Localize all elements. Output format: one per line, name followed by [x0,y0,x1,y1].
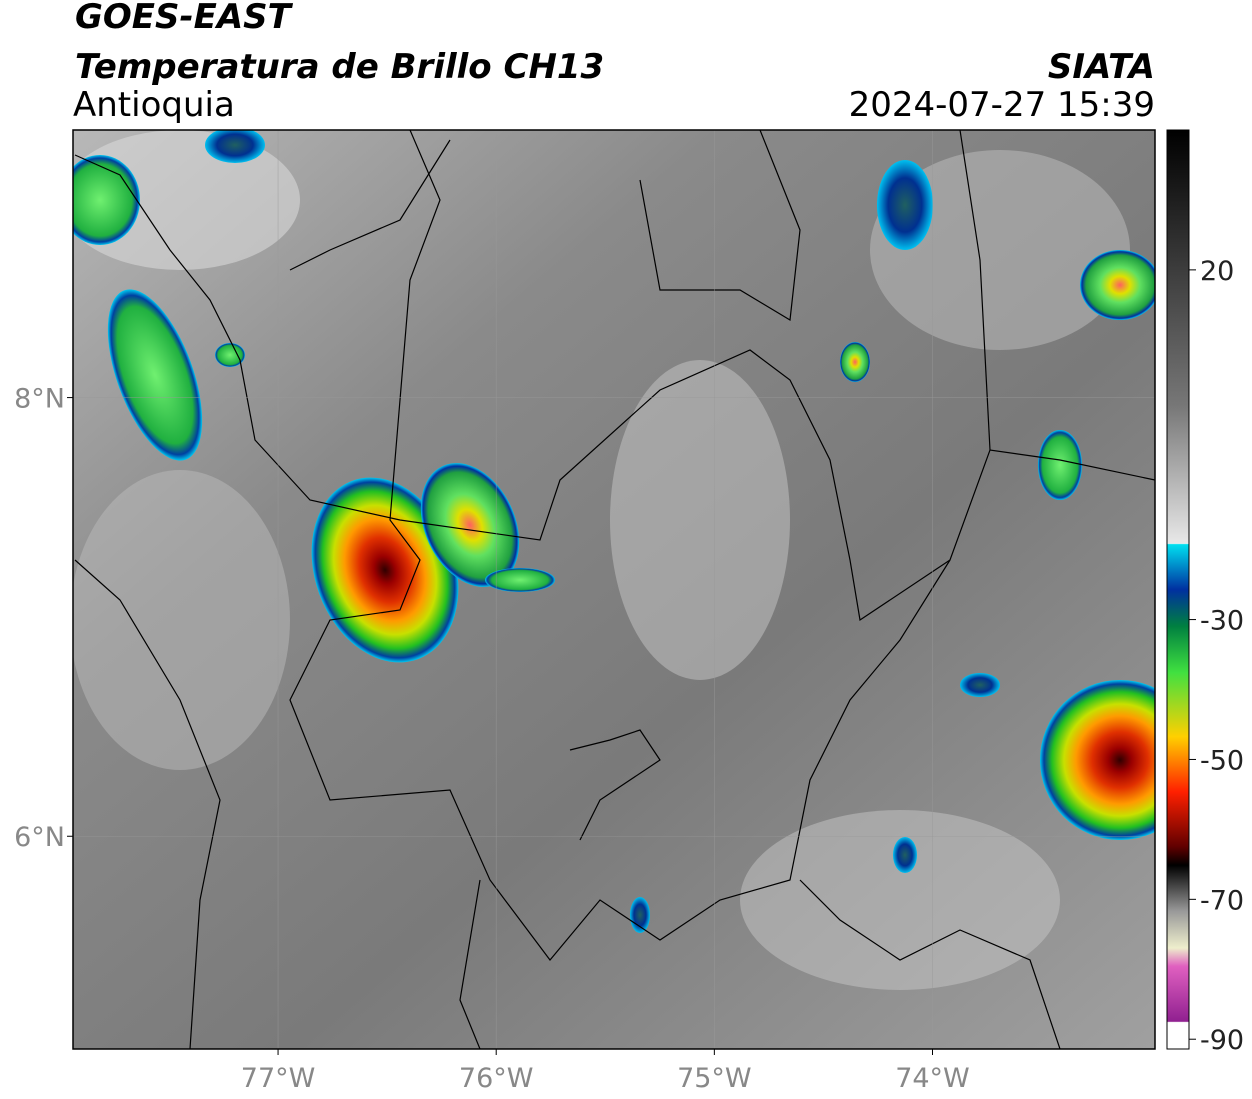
borders [74,130,1155,1049]
colorbar-tick-label: -50 [1200,745,1244,776]
region: Antioquia [73,85,235,125]
x-tick-label: 75°W [677,1063,752,1094]
cloud [73,130,300,270]
colorbar-tick-label: 20 [1200,256,1234,287]
map-frame [72,129,1156,1050]
colorbar-tick-label: -70 [1200,885,1244,916]
storm [205,130,265,163]
storm [311,477,459,663]
storm [1038,430,1082,500]
storm [1040,680,1155,840]
storm [630,897,650,933]
storm [73,155,140,245]
cloud [870,150,1130,350]
colorbar-tick-label: -30 [1200,606,1244,637]
grid [73,130,1155,1049]
storm [840,342,870,382]
source: SIATA [1048,47,1155,87]
y-tick-label: 8°N [14,384,65,415]
storm [1080,250,1155,320]
cloud [740,810,1060,990]
colorbar-tick-label: -90 [1200,1025,1244,1056]
map-image [73,130,1155,1049]
colorbar [1166,129,1190,1050]
subtitle: Temperatura de Brillo CH13 [75,47,604,87]
storm [485,568,555,592]
storm [420,463,520,587]
title: GOES-EAST [75,0,294,37]
storm [877,160,933,250]
storm [960,673,1000,697]
storm [215,343,245,367]
cloud [610,360,790,680]
x-tick-label: 74°W [895,1063,970,1094]
y-tick-label: 6°N [14,822,65,853]
storm [107,289,203,461]
x-tick-label: 76°W [459,1063,534,1094]
cloud [73,470,290,770]
storm [893,837,917,873]
timestamp: 2024-07-27 15:39 [849,85,1155,125]
x-tick-label: 77°W [241,1063,316,1094]
